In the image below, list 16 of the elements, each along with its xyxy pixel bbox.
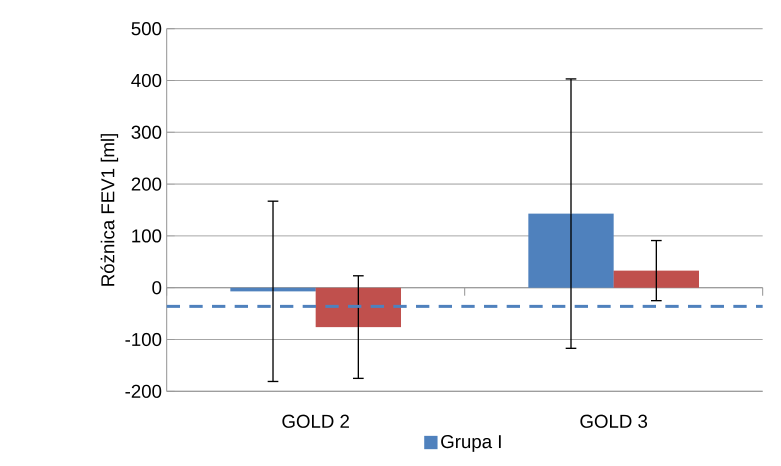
y-tick-label: 300 <box>132 126 162 139</box>
y-tick-label: 100 <box>132 229 162 243</box>
y-tick-label: 0 <box>152 281 162 294</box>
y-tick-label: 400 <box>131 74 162 88</box>
x-tick-label: GOLD 2 <box>282 414 349 428</box>
y-axis-title: Różnica FEV1 [ml] <box>100 134 118 286</box>
y-tick-label: -100 <box>125 332 162 346</box>
y-tick-label: 500 <box>132 22 162 36</box>
bar <box>614 270 699 288</box>
bar <box>316 288 402 328</box>
y-tick-label: 200 <box>132 177 162 191</box>
bar <box>230 288 316 292</box>
legend-label: Grupa I <box>441 434 501 452</box>
y-tick-label: -200 <box>125 384 162 398</box>
bar <box>528 214 614 288</box>
x-tick-label: GOLD 3 <box>580 414 648 428</box>
